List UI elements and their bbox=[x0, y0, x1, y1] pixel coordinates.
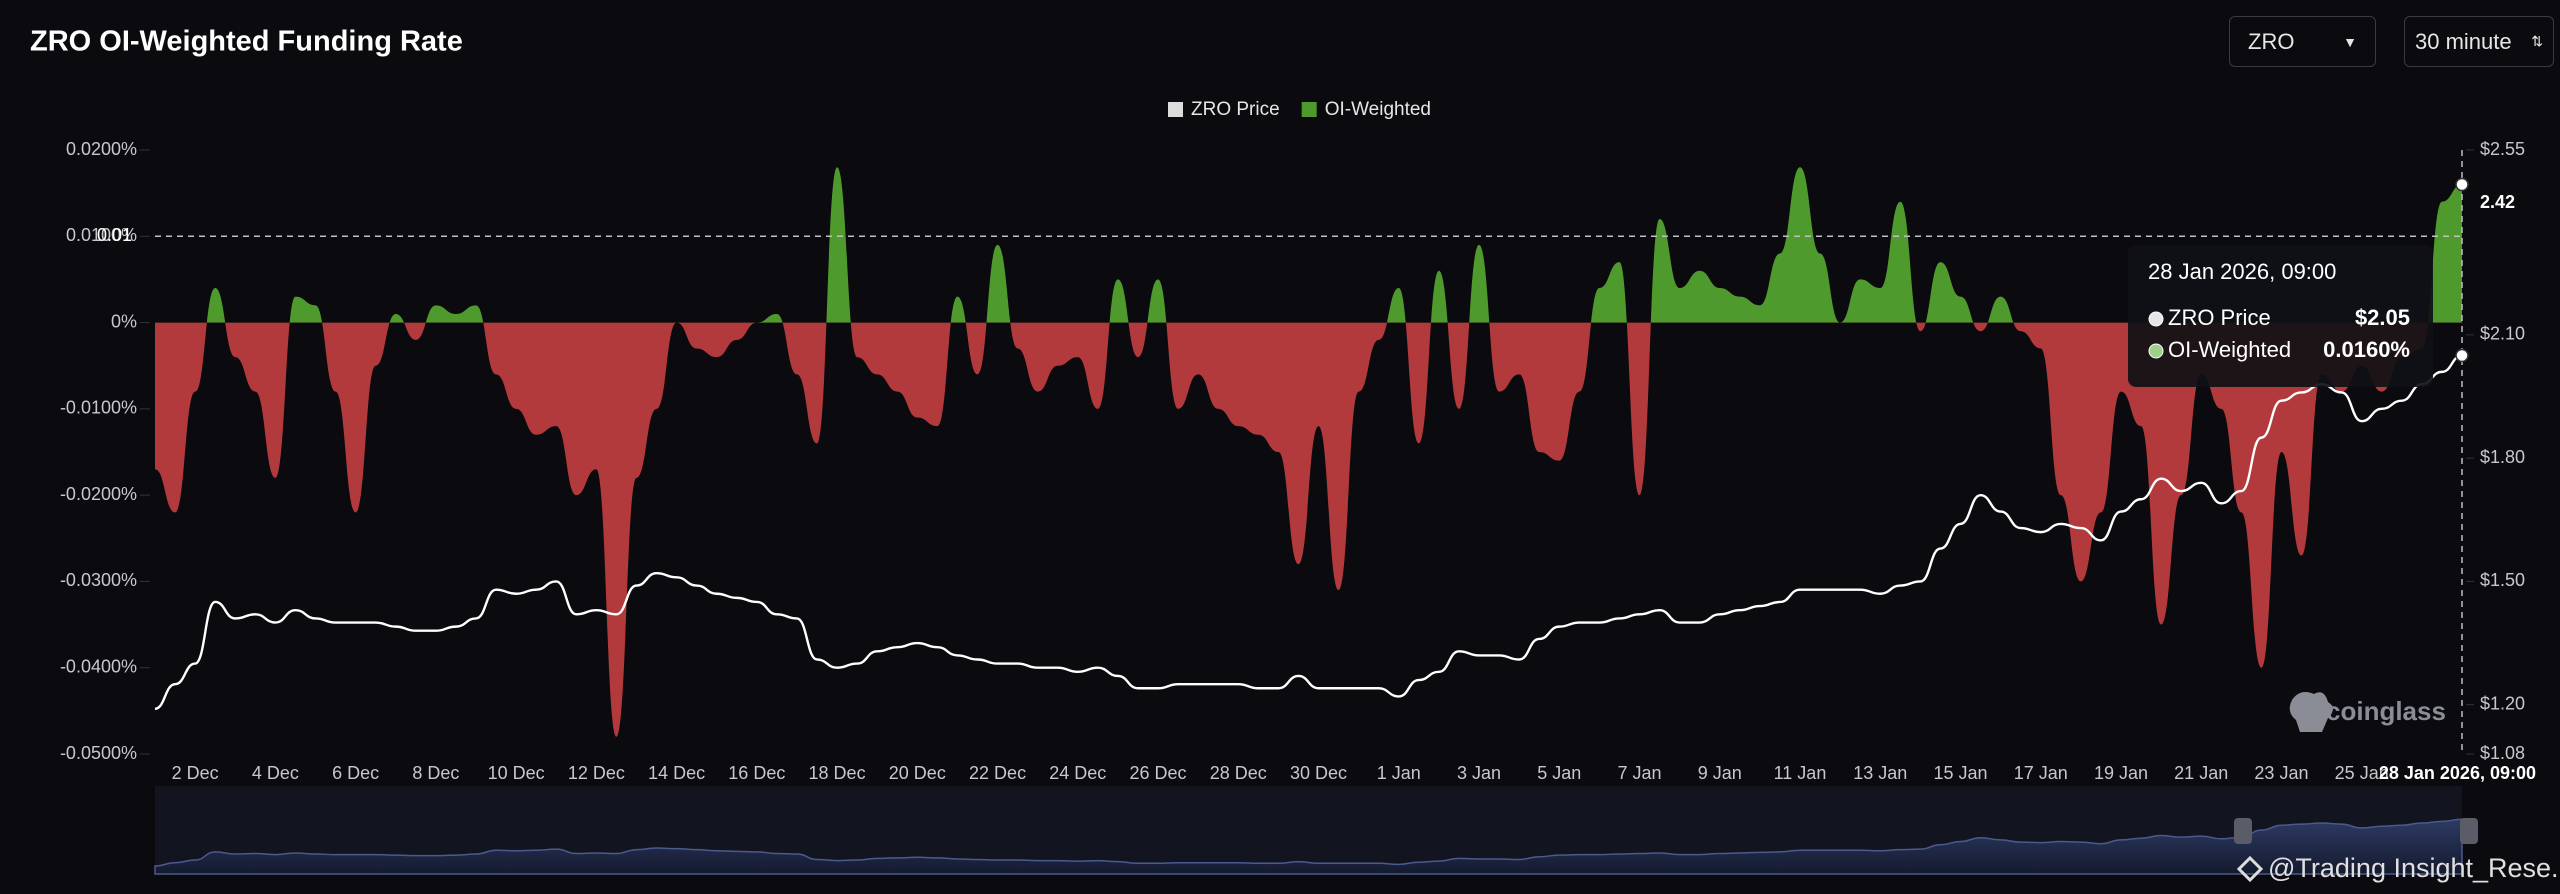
crosshair-y-label: 0.01 bbox=[97, 225, 132, 245]
y2-tick-label: $1.80 bbox=[2480, 447, 2525, 467]
y-tick-label: 0.0100% bbox=[66, 225, 137, 245]
price-line bbox=[154, 354, 2463, 711]
x-tick-label: 19 Jan bbox=[2094, 763, 2148, 783]
tooltip-dot bbox=[2148, 311, 2164, 327]
y-tick-label: 0.0200% bbox=[66, 139, 137, 159]
x-tick-label: 21 Jan bbox=[2174, 763, 2228, 783]
symbol-dropdown[interactable]: ZRO ▼ bbox=[2229, 16, 2376, 67]
funding-area-positive bbox=[155, 167, 2462, 323]
x-tick-label: 16 Dec bbox=[728, 763, 785, 783]
symbol-value: ZRO bbox=[2248, 28, 2295, 54]
x-tick-label: 26 Dec bbox=[1130, 763, 1187, 783]
tooltip-dot bbox=[2148, 343, 2164, 359]
x-tick-label: 20 Dec bbox=[889, 763, 946, 783]
x-tick-label: 28 Jan 2026, 09:00 bbox=[2379, 763, 2536, 783]
x-tick-label: 17 Jan bbox=[2014, 763, 2068, 783]
x-tick-label: 15 Jan bbox=[1933, 763, 1987, 783]
x-tick-label: 14 Dec bbox=[648, 763, 705, 783]
x-tick-label: 1 Jan bbox=[1377, 763, 1421, 783]
y2-tick-label: $2.55 bbox=[2480, 139, 2525, 159]
x-tick-label: 9 Jan bbox=[1698, 763, 1742, 783]
tooltip-name: ZRO Price bbox=[2168, 305, 2271, 330]
navigator-handle[interactable] bbox=[2460, 818, 2478, 844]
y-tick-label: 0% bbox=[111, 311, 137, 331]
y-tick-label: -0.0200% bbox=[60, 484, 137, 504]
x-tick-label: 2 Dec bbox=[172, 763, 219, 783]
x-tick-label: 8 Dec bbox=[412, 763, 459, 783]
x-tick-label: 11 Jan bbox=[1774, 763, 1827, 783]
tooltip-name: OI-Weighted bbox=[2168, 337, 2291, 362]
x-tick-label: 10 Dec bbox=[488, 763, 545, 783]
y-tick-label: -0.0500% bbox=[60, 743, 137, 763]
legend-swatch bbox=[1168, 102, 1183, 117]
hover-dot bbox=[2455, 348, 2469, 363]
x-tick-label: 7 Jan bbox=[1617, 763, 1661, 783]
x-tick-label: 24 Dec bbox=[1049, 763, 1106, 783]
brand-watermark: coinglass bbox=[2289, 692, 2446, 732]
x-tick-label: 25 Jan bbox=[2335, 763, 2389, 783]
y2-tick-label: $1.50 bbox=[2480, 570, 2525, 590]
x-tick-label: 13 Jan bbox=[1853, 763, 1907, 783]
legend-label: ZRO Price bbox=[1191, 99, 1280, 120]
legend-swatch bbox=[1301, 102, 1317, 117]
x-tick-label: 4 Dec bbox=[252, 763, 299, 783]
y-tick-label: -0.0400% bbox=[60, 656, 137, 676]
chart-title: ZRO OI-Weighted Funding Rate bbox=[30, 26, 463, 58]
y2-tick-label: $1.20 bbox=[2480, 693, 2525, 713]
y2-tick-label: $2.10 bbox=[2480, 324, 2525, 344]
crosshair-y2-label: 2.42 bbox=[2480, 192, 2515, 212]
x-tick-label: 5 Jan bbox=[1537, 763, 1581, 783]
x-tick-label: 6 Dec bbox=[332, 763, 379, 783]
tooltip-title: 28 Jan 2026, 09:00 bbox=[2148, 259, 2336, 284]
hover-dot bbox=[2455, 177, 2469, 192]
x-tick-label: 30 Dec bbox=[1290, 763, 1347, 783]
credit-watermark: @Trading Insight_Rese... bbox=[2236, 853, 2560, 883]
tooltip-box bbox=[2128, 245, 2433, 387]
brand-text: coinglass bbox=[2326, 696, 2446, 726]
interval-value: 30 minute bbox=[2415, 28, 2512, 54]
x-tick-label: 23 Jan bbox=[2254, 763, 2308, 783]
y-tick-label: -0.0300% bbox=[60, 570, 137, 590]
x-tick-label: 3 Jan bbox=[1457, 763, 1501, 783]
x-tick-label: 12 Dec bbox=[568, 763, 625, 783]
navigator-area bbox=[154, 818, 2463, 875]
tooltip-value: $2.05 bbox=[2355, 305, 2410, 330]
x-tick-label: 22 Dec bbox=[969, 763, 1026, 783]
x-tick-label: 28 Dec bbox=[1210, 763, 1267, 783]
interval-dropdown[interactable]: 30 minute ⇅ bbox=[2404, 16, 2554, 67]
tooltip-value: 0.0160% bbox=[2323, 337, 2410, 362]
funding-area-negative bbox=[155, 322, 2429, 737]
credit-text: @Trading Insight_Rese... bbox=[2268, 853, 2560, 883]
legend-label: OI-Weighted bbox=[1325, 99, 1431, 120]
y-tick-label: -0.0100% bbox=[60, 398, 137, 418]
y2-tick-label: $1.08 bbox=[2480, 743, 2525, 763]
x-tick-label: 18 Dec bbox=[809, 763, 866, 783]
navigator-handle[interactable] bbox=[2234, 818, 2252, 844]
